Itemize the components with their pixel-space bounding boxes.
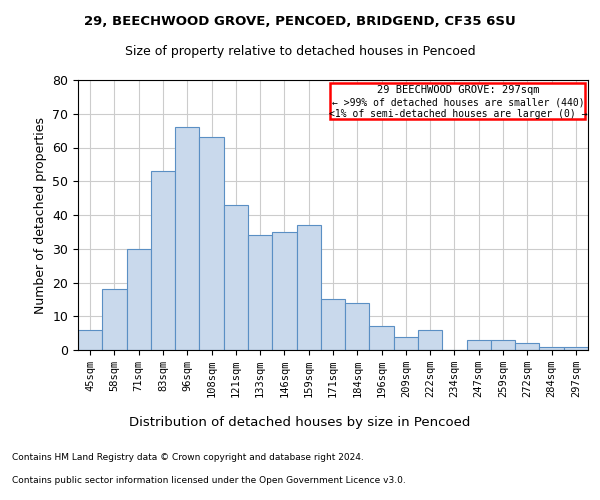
Text: 29, BEECHWOOD GROVE, PENCOED, BRIDGEND, CF35 6SU: 29, BEECHWOOD GROVE, PENCOED, BRIDGEND, … bbox=[84, 15, 516, 28]
Bar bbox=[515, 344, 539, 350]
Bar bbox=[467, 340, 491, 350]
Bar bbox=[102, 289, 127, 350]
Bar bbox=[175, 127, 199, 350]
Bar bbox=[272, 232, 296, 350]
Y-axis label: Number of detached properties: Number of detached properties bbox=[34, 116, 47, 314]
Bar bbox=[321, 300, 345, 350]
Bar bbox=[394, 336, 418, 350]
Bar bbox=[78, 330, 102, 350]
Bar bbox=[151, 171, 175, 350]
Bar bbox=[199, 138, 224, 350]
Text: Size of property relative to detached houses in Pencoed: Size of property relative to detached ho… bbox=[125, 45, 475, 58]
Bar bbox=[370, 326, 394, 350]
Text: Contains public sector information licensed under the Open Government Licence v3: Contains public sector information licen… bbox=[12, 476, 406, 485]
Bar bbox=[345, 303, 370, 350]
Bar bbox=[418, 330, 442, 350]
Bar bbox=[127, 249, 151, 350]
Text: ← >99% of detached houses are smaller (440): ← >99% of detached houses are smaller (4… bbox=[332, 97, 584, 107]
Bar bbox=[491, 340, 515, 350]
FancyBboxPatch shape bbox=[331, 82, 586, 119]
Bar bbox=[539, 346, 564, 350]
Text: Contains HM Land Registry data © Crown copyright and database right 2024.: Contains HM Land Registry data © Crown c… bbox=[12, 454, 364, 462]
Bar bbox=[248, 236, 272, 350]
Text: 29 BEECHWOOD GROVE: 297sqm: 29 BEECHWOOD GROVE: 297sqm bbox=[377, 85, 539, 95]
Text: <1% of semi-detached houses are larger (0) →: <1% of semi-detached houses are larger (… bbox=[329, 108, 587, 118]
Text: Distribution of detached houses by size in Pencoed: Distribution of detached houses by size … bbox=[130, 416, 470, 429]
Bar bbox=[564, 346, 588, 350]
Bar bbox=[224, 205, 248, 350]
Bar bbox=[296, 225, 321, 350]
